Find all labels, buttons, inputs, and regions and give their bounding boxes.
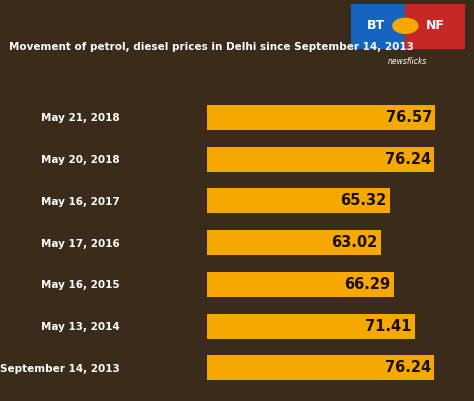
Bar (207, 146, 434, 172)
Bar (207, 188, 390, 213)
Text: newsflicks: newsflicks (388, 57, 428, 67)
Text: 63.02: 63.02 (331, 235, 377, 250)
Bar (405, 4, 465, 48)
Text: 76.24: 76.24 (385, 360, 431, 375)
Text: 76.24: 76.24 (385, 152, 431, 166)
Bar (207, 314, 415, 339)
Text: 66.29: 66.29 (345, 277, 391, 292)
Text: 76.57: 76.57 (386, 110, 432, 125)
Bar (207, 230, 381, 255)
Text: Movement of petrol, diesel prices in Delhi since September 14, 2013: Movement of petrol, diesel prices in Del… (9, 42, 414, 52)
Bar (207, 355, 434, 381)
Bar (351, 4, 405, 48)
Text: 65.32: 65.32 (340, 193, 387, 209)
Bar (207, 105, 436, 130)
Text: BT: BT (367, 19, 385, 32)
Text: NF: NF (426, 19, 445, 32)
Text: 71.41: 71.41 (365, 319, 411, 334)
Circle shape (393, 18, 418, 33)
Bar (207, 272, 394, 297)
